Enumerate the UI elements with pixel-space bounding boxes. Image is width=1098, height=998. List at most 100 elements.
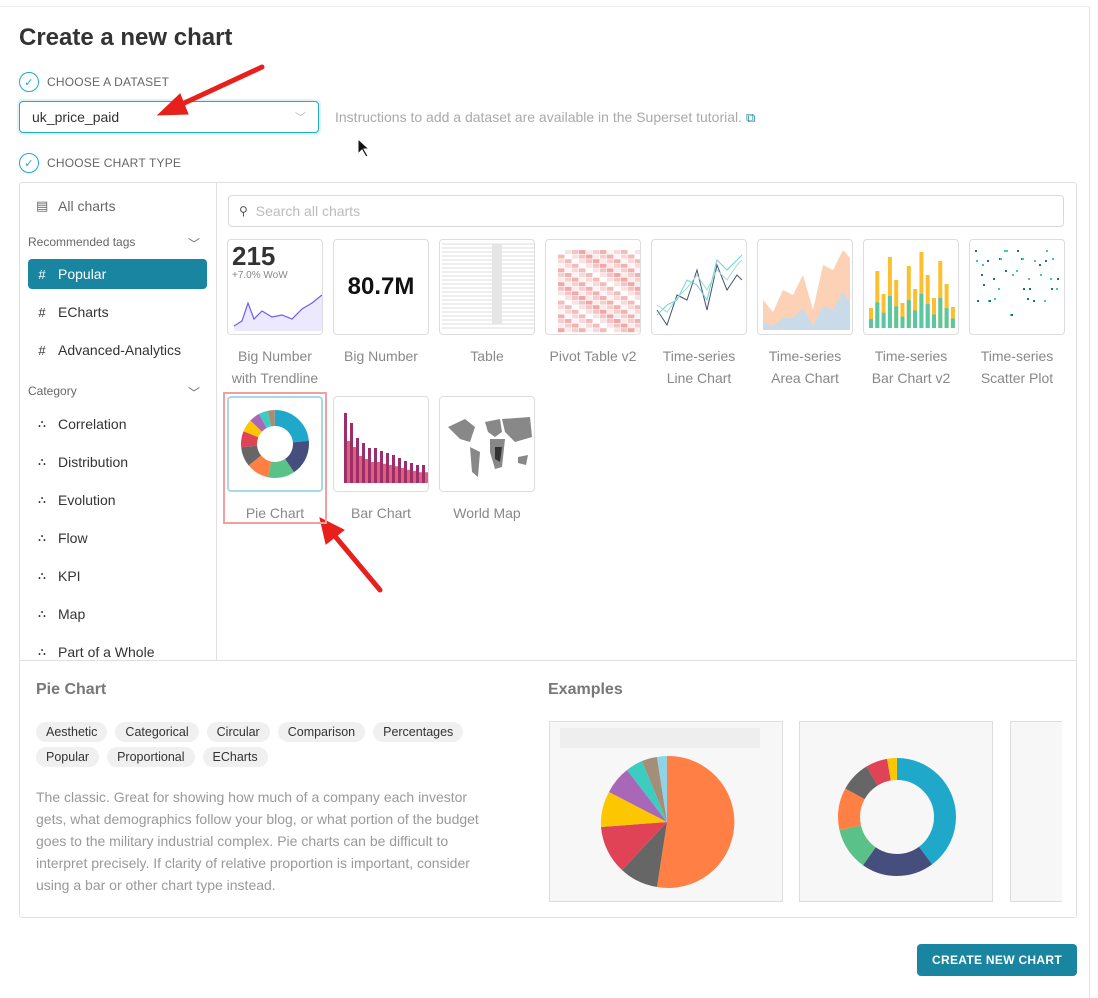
page-frame bbox=[0, 6, 1090, 998]
sidebar-item-label: Map bbox=[58, 606, 86, 622]
chart-card-label: Time-series Line Chart bbox=[662, 348, 736, 386]
sidebar-item-label: KPI bbox=[58, 568, 81, 584]
chart-card-table[interactable]: Table bbox=[439, 239, 535, 367]
chart-description: The classic. Great for showing how much … bbox=[36, 789, 479, 893]
sidebar-item-kpi[interactable]: ⛬ KPI bbox=[28, 561, 207, 591]
chart-type-step-label: CHOOSE CHART TYPE bbox=[47, 156, 182, 170]
sidebar-item-distribution[interactable]: ⛬ Distribution bbox=[28, 447, 207, 477]
chevron-down-icon: ﹀ bbox=[295, 112, 306, 124]
chevron-down-icon: ﹀ bbox=[187, 237, 200, 251]
sidebar-item-correlation[interactable]: ⛬ Correlation bbox=[28, 409, 207, 439]
category-header[interactable]: Category ﹀ bbox=[28, 384, 200, 401]
chart-card-label: Big Number with Trendline bbox=[231, 348, 319, 386]
example-image-1[interactable] bbox=[549, 721, 783, 902]
divider bbox=[20, 660, 1076, 661]
chart-card-pie-chart[interactable]: Pie Chart bbox=[227, 396, 323, 524]
category-shapes-icon: ⛬ bbox=[38, 569, 46, 582]
chart-thumbnail bbox=[863, 239, 959, 335]
hash-icon: # bbox=[38, 266, 46, 282]
sidebar-item-label: All charts bbox=[58, 198, 116, 214]
recommended-tags-header[interactable]: Recommended tags ﹀ bbox=[28, 235, 200, 252]
chart-gallery: ▤ All charts Recommended tags ﹀ # Popular #… bbox=[19, 182, 1077, 918]
chart-card-bar-chart[interactable]: Bar Chart bbox=[333, 396, 429, 524]
section-label: Category bbox=[28, 384, 77, 398]
chart-thumbnail bbox=[757, 239, 853, 335]
create-new-chart-button[interactable]: CREATE NEW CHART bbox=[917, 944, 1077, 976]
tag: ECharts bbox=[202, 747, 268, 767]
chevron-down-icon: ﹀ bbox=[187, 386, 200, 400]
dataset-step-label: CHOOSE A DATASET bbox=[47, 75, 170, 89]
chart-thumbnail bbox=[333, 396, 429, 492]
chart-thumbnail: 80.7M bbox=[333, 239, 429, 335]
hash-icon: # bbox=[38, 304, 46, 320]
sidebar-item-evolution[interactable]: ⛬ Evolution bbox=[28, 485, 207, 515]
thumb-big-number: 215 bbox=[232, 241, 276, 271]
examples-title: Examples bbox=[548, 681, 623, 698]
sidebar-item-part-of-a-whole[interactable]: ⛬ Part of a Whole bbox=[28, 637, 207, 661]
example-image-3[interactable] bbox=[1010, 721, 1062, 902]
chart-card-label: World Map bbox=[453, 505, 521, 521]
thumb-big-number: 80.7M bbox=[347, 273, 415, 300]
tag: Comparison bbox=[277, 722, 366, 742]
section-label: Recommended tags bbox=[28, 235, 136, 249]
chart-thumbnail bbox=[545, 239, 641, 335]
search-input[interactable]: ⚲ Search all charts bbox=[228, 195, 1064, 227]
chart-card-label: Big Number bbox=[344, 348, 418, 364]
chart-card-label: Pivot Table v2 bbox=[549, 348, 637, 364]
search-icon: ⚲ bbox=[239, 204, 248, 218]
thumb-subheader: +7.0% WoW bbox=[232, 270, 288, 281]
category-shapes-icon: ⛬ bbox=[38, 455, 46, 468]
sidebar-item-label: Part of a Whole bbox=[58, 644, 155, 660]
dataset-step: ✓ CHOOSE A DATASET bbox=[19, 72, 169, 92]
chart-thumbnail bbox=[439, 396, 535, 492]
chart-card-world-map[interactable]: World Map bbox=[439, 396, 535, 524]
chart-thumbnail: 215 +7.0% WoW bbox=[227, 239, 323, 335]
category-shapes-icon: ⛬ bbox=[38, 645, 46, 658]
chart-card-label: Time-series Area Chart bbox=[768, 348, 842, 386]
sidebar-item-label: Popular bbox=[58, 266, 107, 282]
chart-card-time-series-line-chart[interactable]: Time-series Line Chart bbox=[651, 239, 747, 389]
chart-tags: Aesthetic Categorical Circular Comparison Pe… bbox=[36, 722, 476, 767]
external-link-icon[interactable]: ⧉ bbox=[746, 110, 756, 125]
sidebar-item-label: Distribution bbox=[58, 454, 129, 470]
chart-thumbnail bbox=[227, 396, 323, 492]
sidebar-item-all-charts[interactable]: ▤ All charts bbox=[28, 191, 207, 221]
search-placeholder: Search all charts bbox=[255, 203, 361, 219]
sidebar-item-label: Correlation bbox=[58, 416, 127, 432]
chart-card-label: Pie Chart bbox=[245, 505, 305, 521]
tag: Circular bbox=[206, 722, 270, 742]
check-circle-icon: ✓ bbox=[19, 72, 39, 92]
chart-card-time-series-bar-chart-v2[interactable]: Time-series Bar Chart v2 bbox=[863, 239, 959, 389]
chart-thumbnail bbox=[651, 239, 747, 335]
dataset-hint: Instructions to add a dataset are availa… bbox=[335, 109, 755, 126]
chart-thumbnail bbox=[969, 239, 1065, 335]
tag: Percentages bbox=[373, 722, 464, 742]
category-shapes-icon: ⛬ bbox=[38, 531, 46, 544]
chart-card-label: Time-series Scatter Plot bbox=[980, 348, 1054, 386]
sidebar-item-flow[interactable]: ⛬ Flow bbox=[28, 523, 207, 553]
sidebar-item-advanced-analytics[interactable]: # Advanced-Analytics bbox=[28, 335, 207, 365]
sidebar-item-echarts[interactable]: # ECharts bbox=[28, 297, 207, 327]
hash-icon: # bbox=[38, 342, 46, 358]
example-image-2[interactable] bbox=[799, 721, 993, 902]
chart-card-label: Bar Chart bbox=[351, 505, 411, 521]
chart-sidebar: ▤ All charts Recommended tags ﹀ # Popular #… bbox=[20, 183, 217, 661]
chart-thumbnail bbox=[439, 239, 535, 335]
chart-card-pivot-table-v2[interactable]: Pivot Table v2 bbox=[545, 239, 641, 367]
chart-card-time-series-scatter-plot[interactable]: Time-series Scatter Plot bbox=[969, 239, 1065, 389]
sidebar-item-popular[interactable]: # Popular bbox=[28, 259, 207, 289]
chart-card-label: Time-series Bar Chart v2 bbox=[871, 348, 951, 386]
dataset-select[interactable]: uk_price_paid ﹀ bbox=[19, 101, 319, 133]
tag: Popular bbox=[36, 747, 100, 767]
category-shapes-icon: ⛬ bbox=[38, 417, 46, 430]
dataset-select-value: uk_price_paid bbox=[32, 109, 120, 125]
chart-card-time-series-area-chart[interactable]: Time-series Area Chart bbox=[757, 239, 853, 389]
check-circle-icon: ✓ bbox=[19, 153, 39, 173]
chart-card-big-number-with-trendline[interactable]: 215 +7.0% WoW Big Number with Trendline bbox=[227, 239, 323, 389]
chart-card-big-number[interactable]: 80.7M Big Number bbox=[333, 239, 429, 367]
chart-card-label: Table bbox=[470, 348, 504, 364]
category-shapes-icon: ⛬ bbox=[38, 607, 46, 620]
page-title: Create a new chart bbox=[19, 24, 233, 51]
chart-type-step: ✓ CHOOSE CHART TYPE bbox=[19, 153, 181, 173]
sidebar-item-map[interactable]: ⛬ Map bbox=[28, 599, 207, 629]
